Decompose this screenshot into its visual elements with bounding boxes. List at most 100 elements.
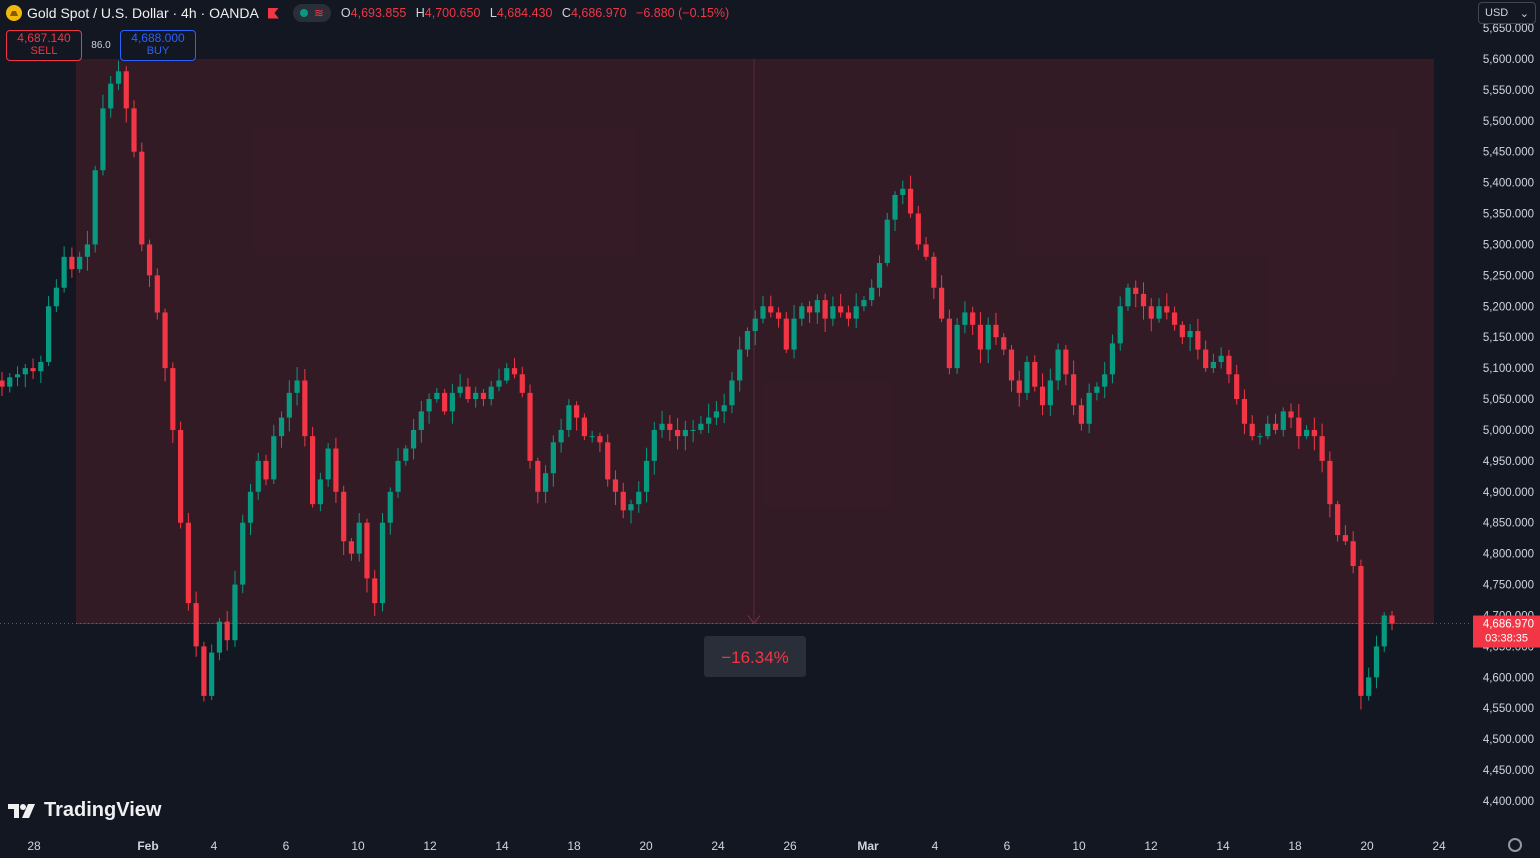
candle-body bbox=[442, 392, 448, 412]
x-tick-label: 4 bbox=[211, 839, 218, 853]
sell-button[interactable]: 4,687.140 SELL bbox=[6, 29, 82, 61]
candle-body bbox=[1063, 349, 1069, 375]
candle-body bbox=[643, 460, 650, 492]
candle-body bbox=[356, 522, 362, 554]
x-tick-label: 24 bbox=[1432, 839, 1446, 853]
candle-body bbox=[1078, 405, 1084, 424]
candle-body bbox=[1164, 306, 1170, 313]
candle-body bbox=[1303, 429, 1310, 437]
candle-body bbox=[449, 392, 455, 412]
y-tick-label: 5,050.000 bbox=[1483, 394, 1534, 406]
candle-body bbox=[1117, 306, 1123, 344]
y-tick-label: 5,350.000 bbox=[1483, 209, 1534, 221]
candle-body bbox=[178, 429, 184, 523]
currency-selector[interactable]: USD ⌄ bbox=[1478, 2, 1536, 24]
candle-body bbox=[372, 578, 378, 604]
candle-body bbox=[348, 541, 355, 554]
candle-body bbox=[744, 331, 751, 350]
candle-body bbox=[100, 108, 106, 171]
market-status[interactable]: ≋ bbox=[292, 4, 331, 22]
candle-body bbox=[1203, 349, 1209, 369]
candle-body bbox=[294, 380, 300, 393]
candle-body bbox=[387, 491, 393, 523]
candle-body bbox=[993, 324, 999, 338]
flag-icon[interactable] bbox=[267, 7, 279, 19]
candle-body bbox=[1094, 386, 1100, 393]
measure-arrow-icon bbox=[747, 615, 761, 625]
candle-body bbox=[216, 621, 223, 653]
candle-body bbox=[939, 287, 945, 319]
y-tick-label: 5,200.000 bbox=[1483, 301, 1534, 313]
candle-body bbox=[1102, 374, 1108, 387]
chart-header: Gold Spot / U.S. Dollar · 4h · OANDA ≋ O… bbox=[6, 4, 735, 22]
candle-body bbox=[519, 374, 525, 393]
countdown-label: 03:38:35 bbox=[1485, 633, 1528, 645]
candle-body bbox=[185, 522, 191, 604]
y-tick-label: 5,300.000 bbox=[1483, 239, 1534, 251]
y-tick-label: 4,550.000 bbox=[1483, 703, 1534, 715]
candle-body bbox=[271, 436, 277, 480]
candle-body bbox=[605, 442, 611, 480]
x-tick-label: 4 bbox=[932, 839, 939, 853]
candle-body bbox=[814, 300, 820, 313]
buy-label: BUY bbox=[146, 45, 170, 57]
y-tick-label: 4,600.000 bbox=[1483, 672, 1534, 684]
spread-value: 86.0 bbox=[91, 39, 111, 51]
candle-body bbox=[434, 392, 440, 400]
candle-body bbox=[1249, 423, 1255, 437]
candle-body bbox=[511, 368, 518, 375]
candle-body bbox=[783, 318, 789, 350]
candle-body bbox=[232, 584, 238, 641]
candle-body bbox=[1280, 411, 1286, 430]
candle-body bbox=[1226, 355, 1232, 375]
candle-body bbox=[775, 312, 782, 319]
candle-body bbox=[69, 256, 75, 270]
candle-body bbox=[907, 188, 914, 214]
candle-body bbox=[970, 312, 976, 325]
candle-body bbox=[325, 448, 331, 480]
x-tick-label: 12 bbox=[423, 839, 437, 853]
price-change: −6.880 (−0.15%) bbox=[636, 6, 730, 20]
candle-body bbox=[612, 479, 619, 492]
candle-body bbox=[589, 436, 595, 438]
candle-body bbox=[45, 306, 52, 362]
x-tick-label: 20 bbox=[639, 839, 653, 853]
sell-label: SELL bbox=[30, 45, 58, 57]
candle-body bbox=[488, 386, 494, 400]
candle-body bbox=[1133, 287, 1139, 294]
symbol-title[interactable]: Gold Spot / U.S. Dollar · 4h · OANDA bbox=[27, 5, 259, 21]
settings-icon[interactable] bbox=[1508, 838, 1522, 852]
candle-body bbox=[931, 256, 937, 288]
candle-body bbox=[1257, 436, 1263, 438]
candle-body bbox=[1109, 343, 1116, 375]
y-tick-label: 5,400.000 bbox=[1483, 178, 1534, 190]
measure-label: −16.34% bbox=[721, 648, 789, 667]
candle-body bbox=[1327, 460, 1333, 505]
x-tick-label: Feb bbox=[137, 839, 158, 853]
candle-body bbox=[123, 71, 129, 109]
candle-body bbox=[341, 491, 347, 542]
candle-body bbox=[1272, 423, 1279, 430]
candle-body bbox=[1210, 361, 1216, 369]
candle-body bbox=[1140, 293, 1147, 307]
candle-body bbox=[1032, 361, 1038, 387]
y-tick-label: 4,850.000 bbox=[1483, 518, 1534, 530]
candle-body bbox=[263, 460, 269, 480]
candle-body bbox=[92, 170, 98, 245]
candle-body bbox=[1148, 306, 1154, 319]
candle-body bbox=[310, 436, 316, 505]
y-tick-label: 5,150.000 bbox=[1483, 332, 1534, 344]
candle-body bbox=[869, 287, 875, 301]
buy-button[interactable]: 4,688.000 BUY bbox=[120, 29, 196, 61]
y-tick-label: 5,100.000 bbox=[1483, 363, 1534, 375]
candle-body bbox=[61, 256, 67, 288]
candle-body bbox=[0, 380, 5, 387]
y-tick-label: 4,750.000 bbox=[1483, 580, 1534, 592]
candle-body bbox=[1288, 411, 1294, 418]
candle-body bbox=[465, 386, 471, 400]
candle-body bbox=[542, 473, 549, 492]
tradingview-logo[interactable]: TradingView bbox=[8, 799, 161, 822]
candle-body bbox=[84, 244, 91, 257]
candle-body bbox=[915, 213, 921, 245]
